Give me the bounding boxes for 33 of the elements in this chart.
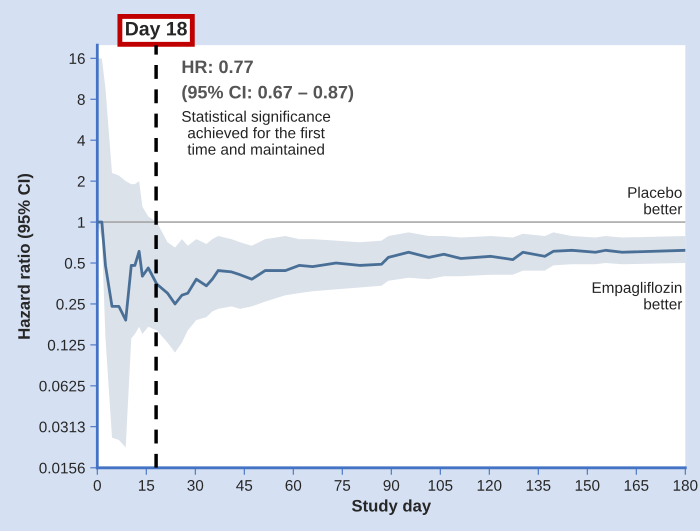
ref-line-label: Day 18 — [126, 22, 187, 40]
y-tick-label: 16 — [70, 53, 85, 64]
annotation: Placebo better — [628, 186, 682, 214]
y-tick-label: 0.5 — [64, 258, 85, 269]
x-tick-label: 30 — [187, 480, 204, 491]
x-tick-label: 15 — [138, 480, 154, 491]
x-tick-label: 90 — [384, 480, 400, 491]
x-tick-label: 120 — [478, 480, 502, 491]
y-tick-label: 4 — [77, 135, 86, 146]
x-tick-label: 105 — [428, 480, 452, 491]
y-tick-label: 2 — [78, 176, 85, 187]
y-tick-label: 0.0625 — [39, 380, 85, 392]
y-tick-label: 0.25 — [56, 298, 85, 310]
annotation: (95% CI: 0.67 – 0.87) — [182, 85, 354, 102]
x-tick-label: 60 — [286, 480, 302, 491]
y-tick-label: 0.125 — [48, 340, 85, 351]
x-tick-label: 135 — [526, 480, 550, 491]
annotation: Statistical significance achieved for the first time and maintained — [182, 110, 330, 155]
x-tick-label: 165 — [624, 480, 648, 491]
x-tick-label: 180 — [674, 480, 698, 491]
y-tick-label: 1 — [78, 217, 85, 228]
annotation: HR: 0.77 — [182, 60, 253, 74]
annotation: Empagliflozin better — [592, 282, 682, 310]
x-tick-label: 45 — [236, 480, 252, 491]
x-tick-label: 150 — [576, 480, 600, 491]
x-axis-title: Study day — [352, 499, 432, 515]
x-tick-label: 75 — [334, 480, 350, 491]
y-tick-label: 8 — [78, 94, 85, 105]
x-tick-label: 0 — [94, 480, 101, 491]
y-tick-label: 0.0313 — [39, 422, 85, 432]
y-tick-label: 0.0156 — [39, 462, 85, 474]
y-axis-title: Hazard ratio (95% CI) — [18, 174, 34, 339]
line-series — [97, 220, 686, 322]
